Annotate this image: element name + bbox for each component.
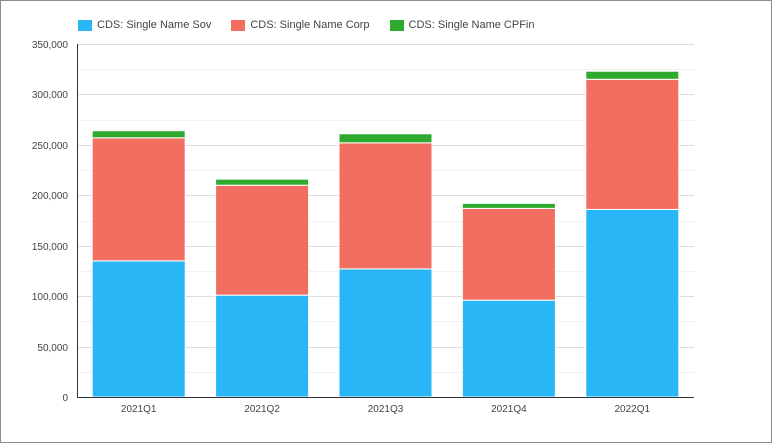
legend-swatch-cpfin <box>389 19 404 31</box>
bar-segment-corp <box>91 137 186 262</box>
x-tick-label: 2022Q1 <box>615 404 651 415</box>
legend-label-cpfin: CDS: Single Name CPFin <box>408 19 535 31</box>
legend-item-cpfin[interactable]: CDS: Single Name CPFin <box>389 19 535 31</box>
bar-segment-sov <box>585 208 680 398</box>
bar-segment-sov <box>338 268 433 398</box>
y-tick-label: 0 <box>62 393 68 404</box>
bar-segment-sov <box>91 260 186 398</box>
legend-label-sov: CDS: Single Name Sov <box>97 19 212 31</box>
bar-segment-cpfin <box>585 70 680 80</box>
bar-segment-cpfin <box>215 178 310 186</box>
x-tick-label: 2021Q1 <box>121 404 157 415</box>
y-tick-label: 300,000 <box>32 90 69 101</box>
legend-item-corp[interactable]: CDS: Single Name Corp <box>231 19 370 31</box>
y-tick-label: 200,000 <box>32 191 69 202</box>
y-tick-label: 100,000 <box>32 292 69 303</box>
legend-swatch-sov <box>78 19 92 31</box>
bar-segment-cpfin <box>91 130 186 139</box>
bar-segment-corp <box>215 184 310 296</box>
y-tick-label: 150,000 <box>32 242 69 253</box>
bar-segment-corp <box>461 207 556 301</box>
bar-segment-cpfin <box>461 202 556 209</box>
y-tick-label: 250,000 <box>32 141 69 152</box>
bar-segment-sov <box>215 294 310 398</box>
x-tick-label: 2021Q3 <box>368 404 404 415</box>
bar-segment-cpfin <box>338 133 433 144</box>
bar-segment-corp <box>338 142 433 270</box>
legend-item-sov[interactable]: CDS: Single Name Sov <box>78 19 211 31</box>
x-tick-label: 2021Q4 <box>491 404 527 415</box>
bar-segment-sov <box>461 299 556 398</box>
legend-swatch-corp <box>231 19 246 31</box>
y-tick-label: 50,000 <box>37 343 68 354</box>
y-tick-label: 350,000 <box>32 40 69 51</box>
legend: CDS: Single Name Sov CDS: Single Name Co… <box>78 17 554 33</box>
bar-segment-corp <box>585 78 680 210</box>
x-tick-label: 2021Q2 <box>244 404 280 415</box>
legend-label-corp: CDS: Single Name Corp <box>250 19 370 31</box>
